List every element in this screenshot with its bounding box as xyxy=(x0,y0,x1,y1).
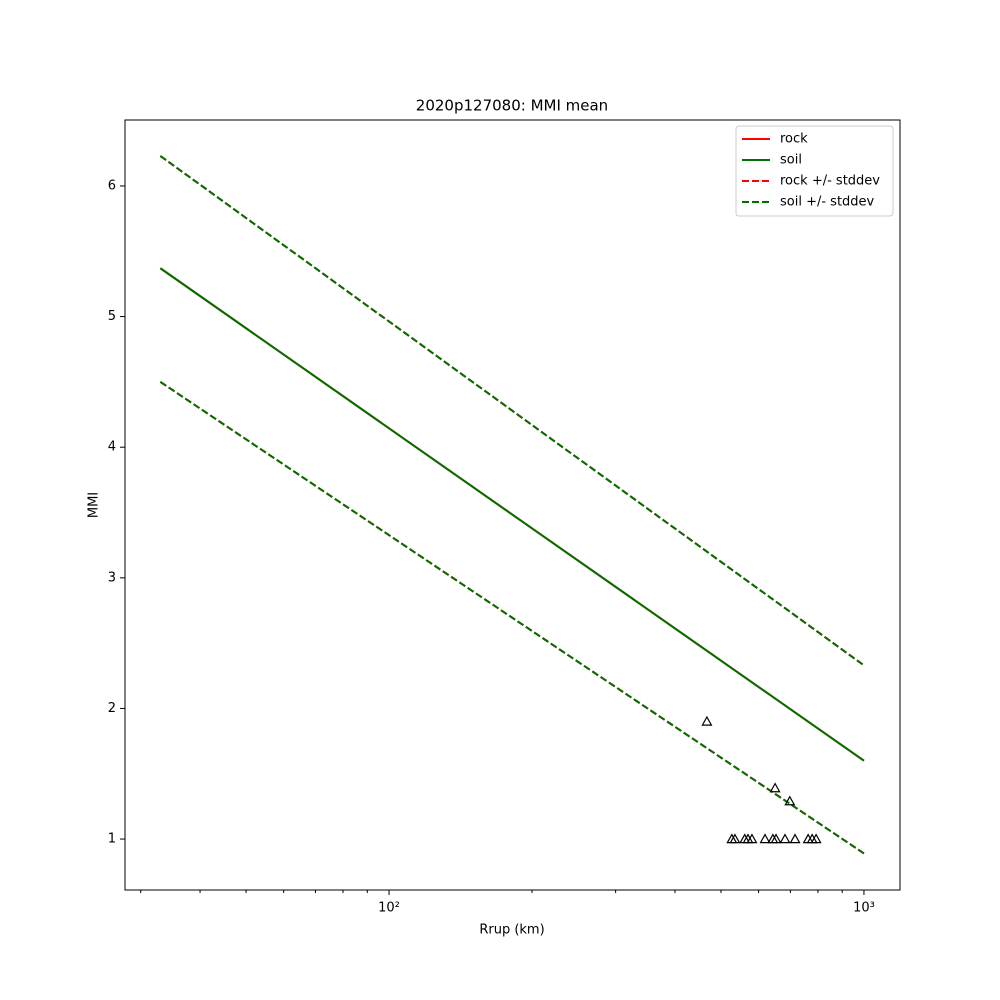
station-marker xyxy=(810,833,822,844)
chart-title: 2020p127080: MMI mean xyxy=(416,97,608,115)
y-tick-label: 6 xyxy=(108,178,116,193)
y-tick-label: 3 xyxy=(108,570,116,585)
y-tick-label: 5 xyxy=(108,309,116,324)
station-marker xyxy=(769,782,781,793)
series-line xyxy=(159,381,865,855)
station-marker xyxy=(784,795,796,806)
legend-label: rock +/- stddev xyxy=(780,174,880,189)
x-tick-label: 10³ xyxy=(853,901,875,916)
station-marker xyxy=(779,833,791,844)
x-tick-label: 10² xyxy=(378,901,400,916)
y-tick-label: 2 xyxy=(108,701,116,716)
station-marker xyxy=(789,833,801,844)
series-line xyxy=(159,267,865,762)
y-tick-label: 4 xyxy=(108,440,116,455)
station-marker xyxy=(759,833,771,844)
series-line xyxy=(159,155,865,667)
legend-box xyxy=(735,125,894,217)
plot-frame xyxy=(124,119,901,891)
y-axis-label: MMI xyxy=(87,492,102,518)
station-marker xyxy=(729,833,741,844)
station-marker xyxy=(770,833,782,844)
x-axis-label: Rrup (km) xyxy=(479,923,544,938)
legend-label: soil xyxy=(780,153,802,168)
y-tick-label: 1 xyxy=(108,832,116,847)
station-marker xyxy=(746,833,758,844)
station-marker xyxy=(701,715,713,726)
legend-label: rock xyxy=(780,132,808,147)
legend-label: soil +/- stddev xyxy=(780,195,875,210)
